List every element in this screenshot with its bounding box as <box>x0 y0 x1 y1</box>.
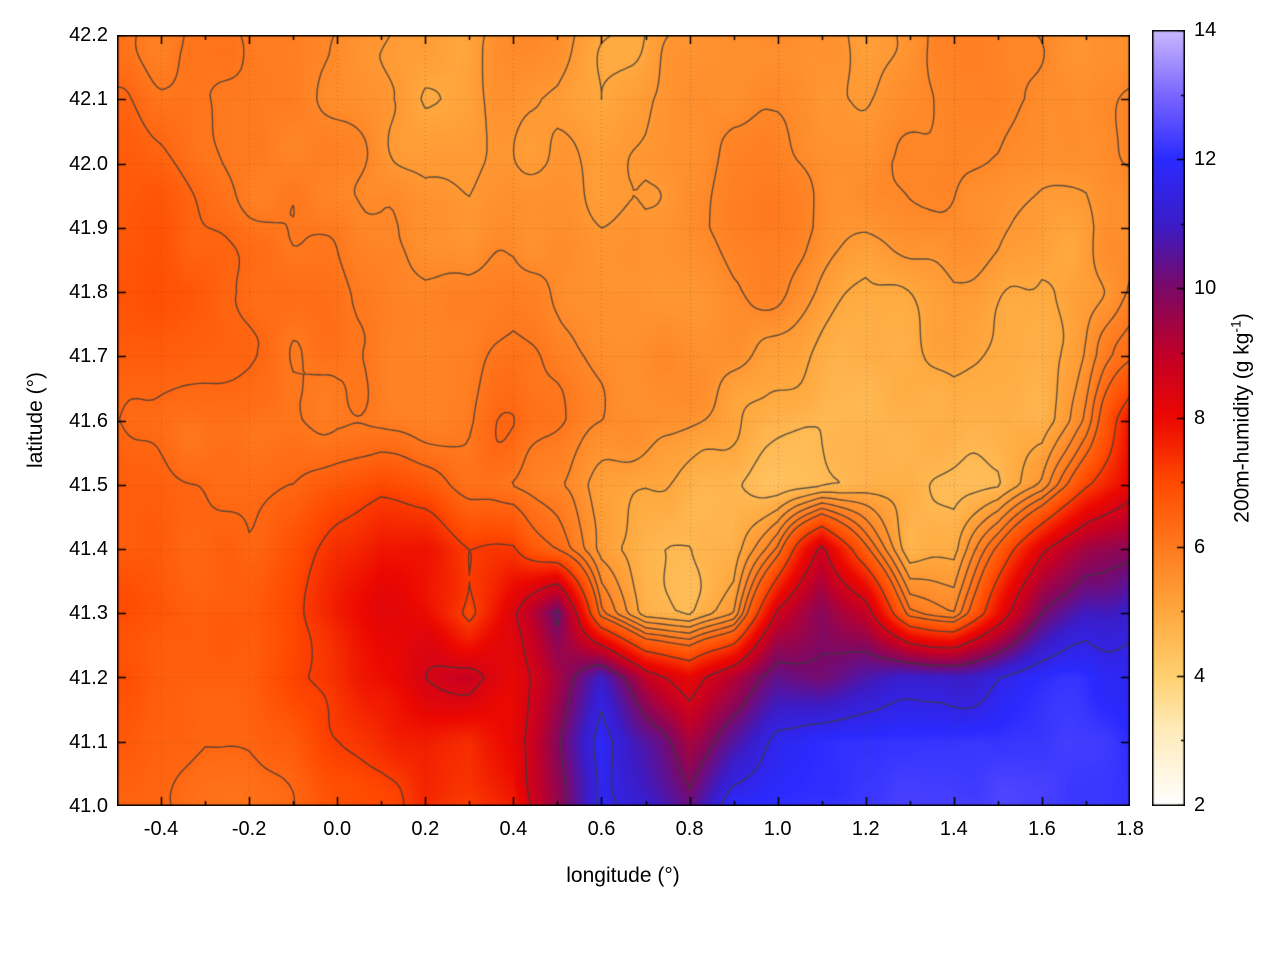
y-tick-label: 42.1 <box>69 88 108 111</box>
x-tick-label: 1.0 <box>763 818 792 840</box>
y-tick-label: 41.3 <box>69 602 108 625</box>
x-tick-label: 0.6 <box>587 818 616 840</box>
y-tick-label: 41.5 <box>69 473 108 496</box>
colorbar-tick-label: 10 <box>1194 277 1217 300</box>
x-tick-label: 0.0 <box>323 818 352 840</box>
y-tick-label: 41.0 <box>69 795 108 817</box>
heatmap-plot <box>117 35 1130 806</box>
y-tick-label: 41.4 <box>69 538 108 560</box>
colorbar-tick-label: 2 <box>1194 794 1206 816</box>
x-tick-label: 0.4 <box>499 818 528 840</box>
colorbar-tick-label: 6 <box>1194 535 1206 558</box>
colorbar-label-close: ) <box>1230 313 1254 321</box>
x-tick-label: 1.4 <box>939 818 968 840</box>
y-tick-label: 42.0 <box>69 152 108 175</box>
colorbar-tick-label: 14 <box>1194 19 1217 41</box>
colorbar-tick-label: 4 <box>1194 664 1206 687</box>
y-axis-label: latitude (°) <box>24 372 47 468</box>
y-tick-label: 42.2 <box>69 24 108 46</box>
colorbar <box>1152 30 1185 806</box>
colorbar-label: 200m-humidity (g kg-1) <box>1228 313 1255 523</box>
y-tick-label: 41.6 <box>69 409 108 432</box>
colorbar-tick-label: 12 <box>1194 148 1217 171</box>
x-tick-label: -0.2 <box>231 818 267 840</box>
x-axis-label: longitude (°) <box>566 864 680 887</box>
y-tick-label: 41.8 <box>69 281 108 303</box>
y-tick-label: 41.2 <box>69 666 108 689</box>
y-tick-label: 41.9 <box>69 216 108 239</box>
colorbar-tick-label: 8 <box>1194 406 1206 429</box>
y-tick-label: 41.1 <box>69 730 108 753</box>
x-tick-label: -0.4 <box>143 818 179 840</box>
x-tick-label: 1.8 <box>1116 818 1144 840</box>
x-tick-label: 1.6 <box>1028 818 1056 840</box>
colorbar-label-superscript: -1 <box>1227 320 1244 333</box>
y-tick-label: 41.7 <box>69 345 108 368</box>
colorbar-label-text: 200m-humidity (g kg <box>1230 332 1254 523</box>
x-tick-label: 0.2 <box>411 818 440 840</box>
x-tick-label: 0.8 <box>675 818 704 840</box>
x-tick-label: 1.2 <box>851 818 880 840</box>
